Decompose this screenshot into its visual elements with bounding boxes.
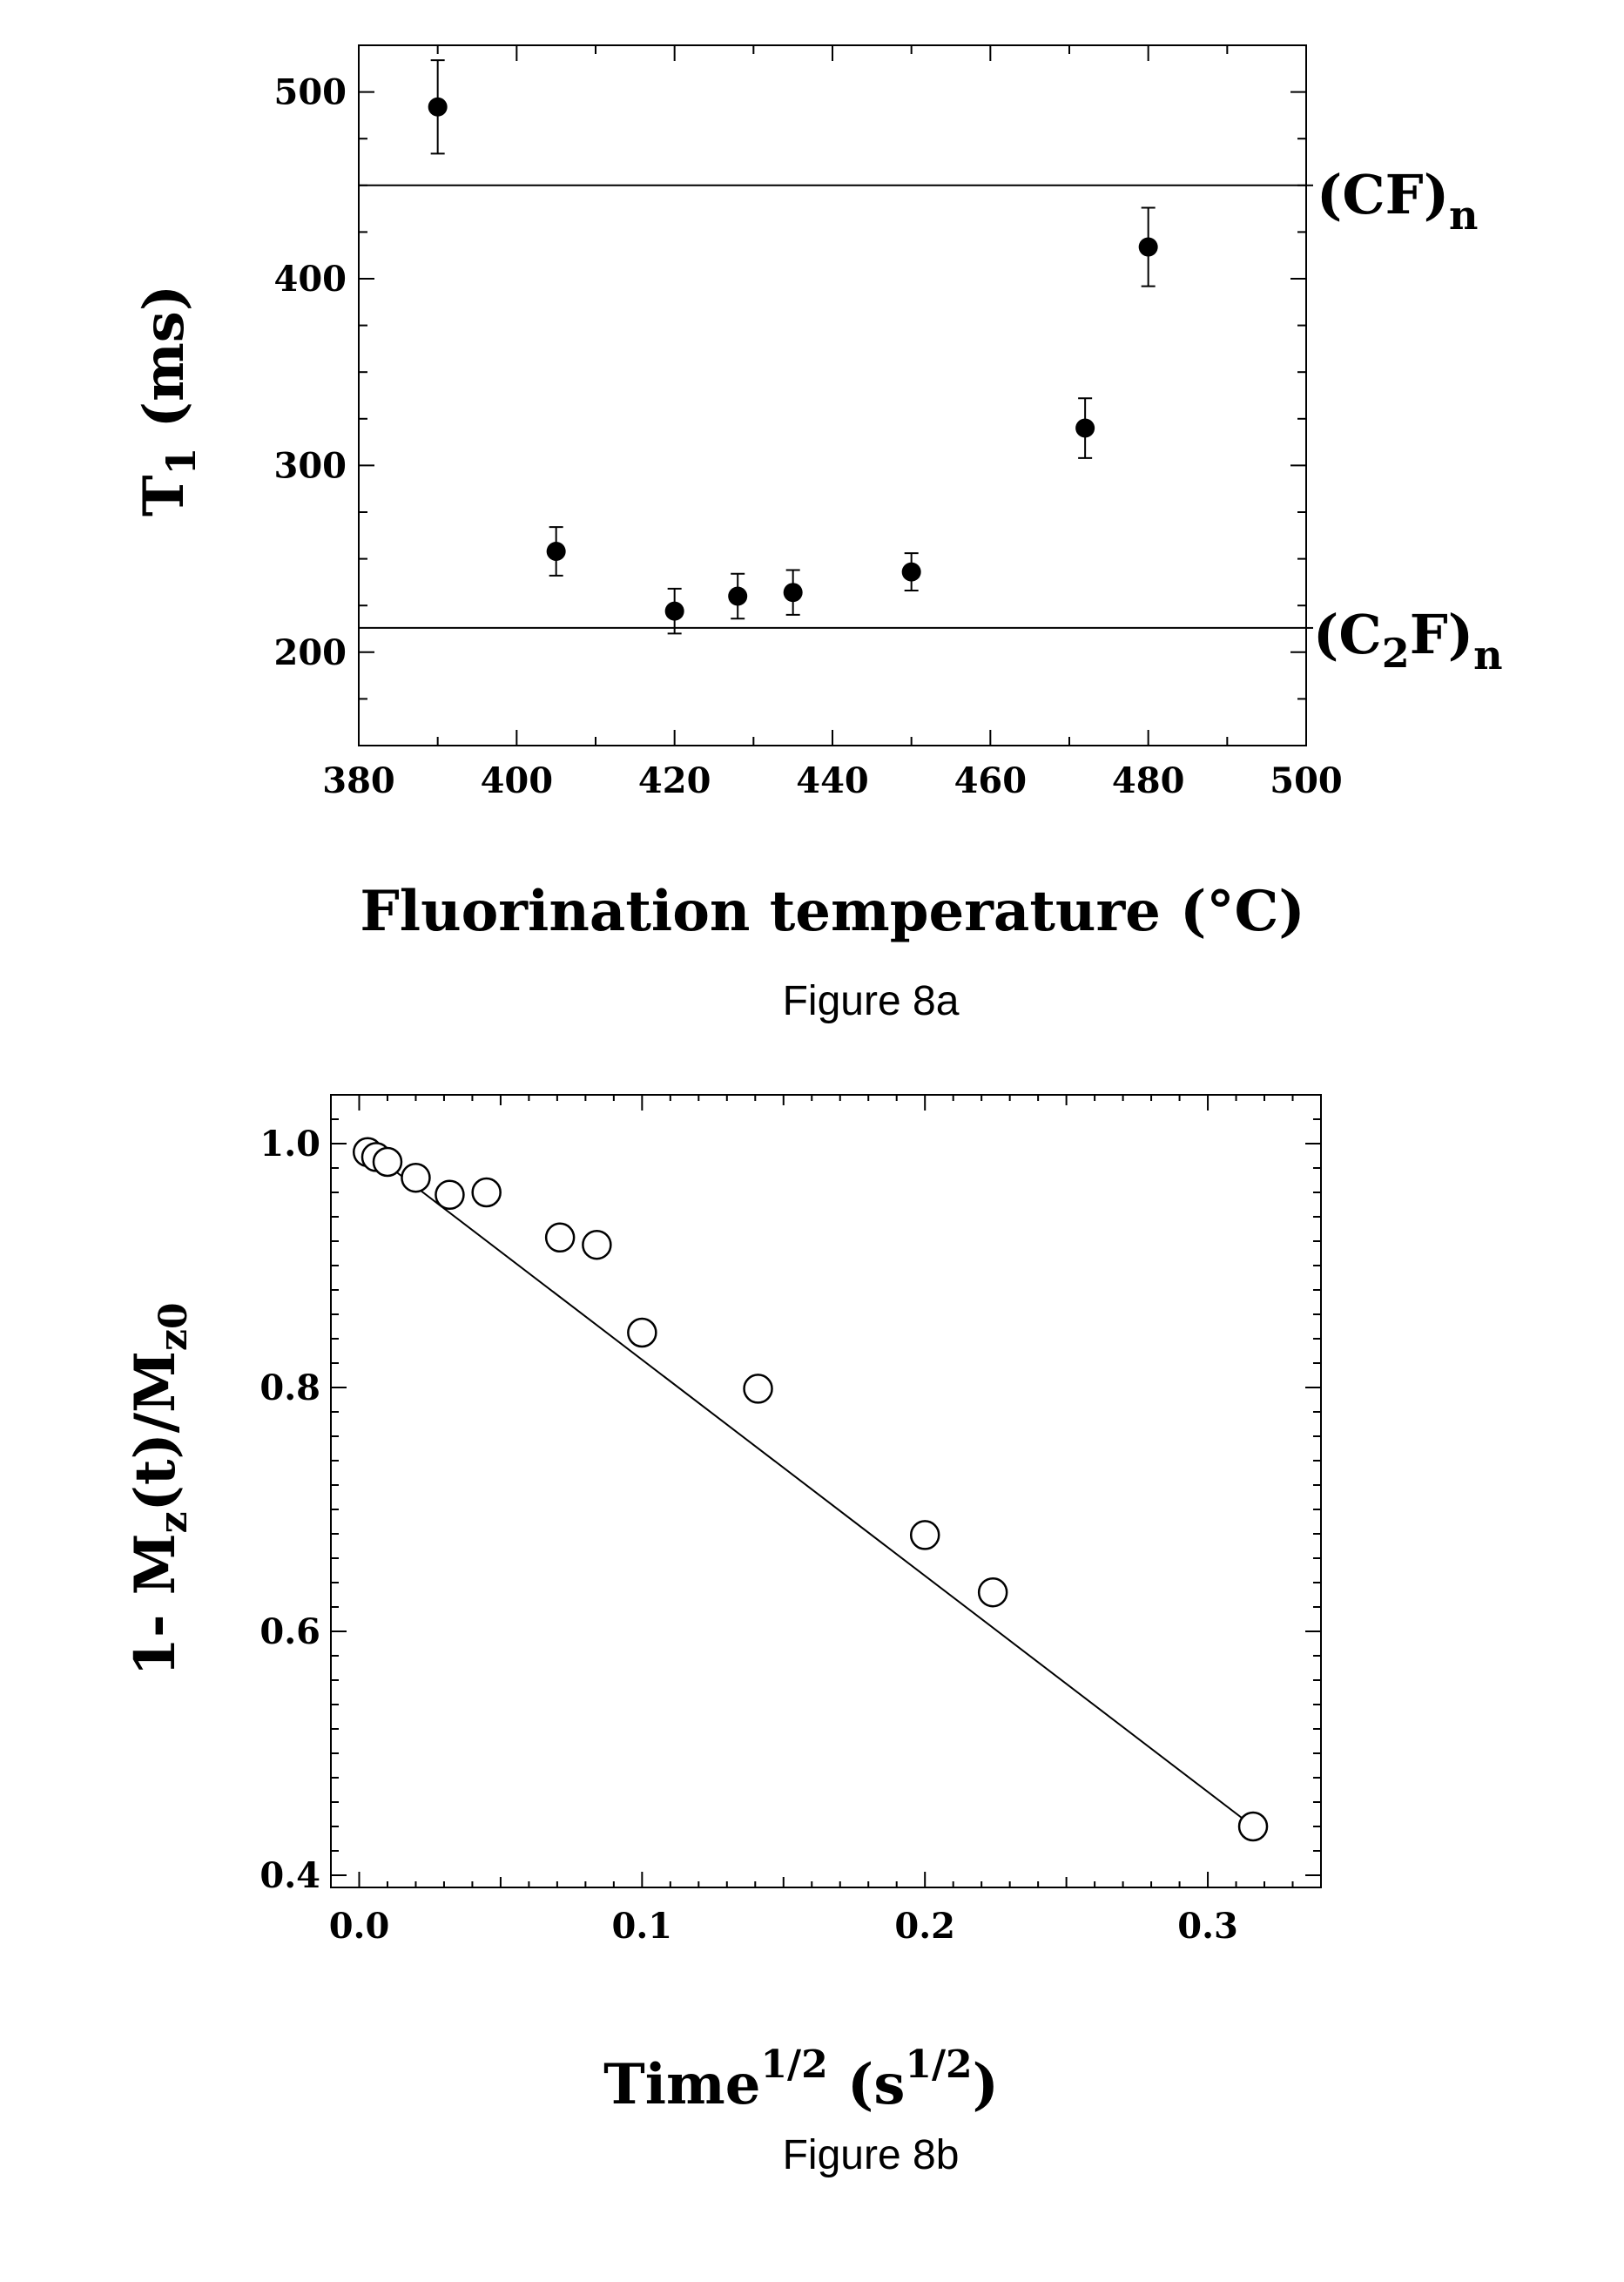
marker-filled-circle [728,586,747,605]
x-tick-label-8a: 400 [481,760,554,801]
minor-ticks-8b [331,1095,1321,1887]
marker-open-circle [979,1578,1007,1606]
y-tick-label-8a: 300 [274,445,347,486]
data-points-8a [428,60,1158,633]
data-point-8a [784,570,803,614]
caption-8b: Figure 8b [783,2132,960,2178]
y-axis-label-8b: 1- Mz(t)/Mz0 [123,1302,196,1676]
ref-label-cf-sub: n [1449,192,1478,239]
y-tick-labels-8b: 0.4 0.6 0.8 1.0 [259,1124,320,1896]
x-axis-label-8b-close: ) [973,2052,999,2117]
marker-open-circle [401,1164,429,1192]
data-point-8a [1075,398,1095,458]
y-axis-label-8b-s1: z [152,1511,196,1533]
y-tick-label-8b: 1.0 [259,1124,320,1165]
y-tick-label-8b: 0.4 [259,1855,320,1896]
data-point-8a [547,527,566,576]
marker-open-circle [374,1148,401,1176]
data-point-8a [728,574,747,618]
y-axis-label-8b-b: (t)/M [123,1351,188,1511]
marker-open-circle [745,1374,772,1402]
x-axis-label-8b-open: (s [828,2052,906,2117]
x-tick-label-8a: 440 [796,760,869,801]
chart-8a: 380400420440460480500 200300400500 (CF)n… [131,45,1503,1024]
marker-open-circle [583,1231,610,1259]
y-axis-label-8b-a: 1- M [123,1533,188,1676]
y-axis-label-8b-s2: z0 [152,1302,196,1351]
x-axis-label-8b-sup: 1/2 [760,2042,827,2087]
x-tick-label-8b: 0.3 [1177,1906,1238,1947]
marker-open-circle [435,1181,463,1209]
x-axis-label-8b-base: Time [603,2052,760,2117]
y-tick-label-8a: 200 [274,632,347,673]
y-axis-label-8a-main: T [131,475,197,516]
x-tick-labels-8b: 0.0 0.1 0.2 0.3 [329,1906,1238,1947]
marker-open-circle [628,1319,656,1347]
x-tick-labels-8a: 380 400 420 440 460 480 500 [322,760,1343,801]
marker-filled-circle [784,583,803,602]
y-axis-label-8a: T1 (ms) [131,285,205,516]
minor-ticks-8a [359,45,1313,746]
data-point-8a [665,589,684,633]
y-tick-label-8a: 500 [274,72,347,113]
chart-8b: 0.00.10.20.3 0.40.60.81.0 Time1/2 (s1/2)… [123,1095,1321,2178]
fit-line [359,1144,1253,1826]
ref-label-c2f-sub2: n [1473,631,1502,679]
marker-filled-circle [665,602,684,621]
x-axis-label-8b-sup2: 1/2 [905,2042,972,2087]
reference-lines-8a [359,186,1306,628]
ref-label-c2f-mid: F) [1410,603,1473,666]
marker-filled-circle [902,563,921,582]
ref-label-c2f-sub1: 2 [1382,630,1410,677]
x-axis-label-8a: Fluorination temperature (°C) [360,879,1304,944]
ref-label-c2f-base: (C [1313,603,1382,666]
ref-label-c2f: (C2F)n [1313,603,1503,679]
y-axis-label-8a-sub: 1 [158,447,205,475]
marker-filled-circle [428,98,448,117]
y-tick-label-8b: 0.8 [259,1367,320,1408]
data-point-8a [1139,208,1158,287]
y-tick-labels-8a: 200 300 400 500 [274,72,347,673]
ref-label-cf: (CF)n [1317,163,1479,239]
y-axis-label-8a-rest: (ms) [131,285,197,448]
x-tick-label-8a: 420 [638,760,711,801]
x-tick-label-8b: 0.0 [329,1906,390,1947]
caption-8a: Figure 8a [783,978,960,1024]
marker-filled-circle [547,542,566,561]
marker-open-circle [911,1521,939,1549]
data-point-8a [902,553,921,591]
data-point-8a [428,60,448,153]
fit-line-8b [359,1144,1253,1826]
x-tick-label-8a: 380 [322,760,395,801]
ref-label-cf-base: (CF) [1317,163,1449,226]
x-tick-label-8b: 0.2 [894,1906,955,1947]
x-tick-label-8b: 0.1 [612,1906,673,1947]
y-tick-label-8a: 400 [274,259,347,300]
marker-open-circle [1239,1813,1267,1840]
marker-open-circle [546,1224,574,1252]
marker-filled-circle [1139,238,1158,257]
x-tick-label-8a: 500 [1270,760,1343,801]
marker-open-circle [473,1178,501,1206]
x-axis-label-8b: Time1/2 (s1/2) [603,2042,999,2117]
x-tick-label-8a: 480 [1112,760,1185,801]
marker-filled-circle [1075,419,1095,438]
plot-frame-8b [331,1095,1321,1887]
x-tick-label-8a: 460 [954,760,1028,801]
plot-frame-8a [359,45,1306,746]
y-tick-label-8b: 0.6 [259,1611,320,1652]
